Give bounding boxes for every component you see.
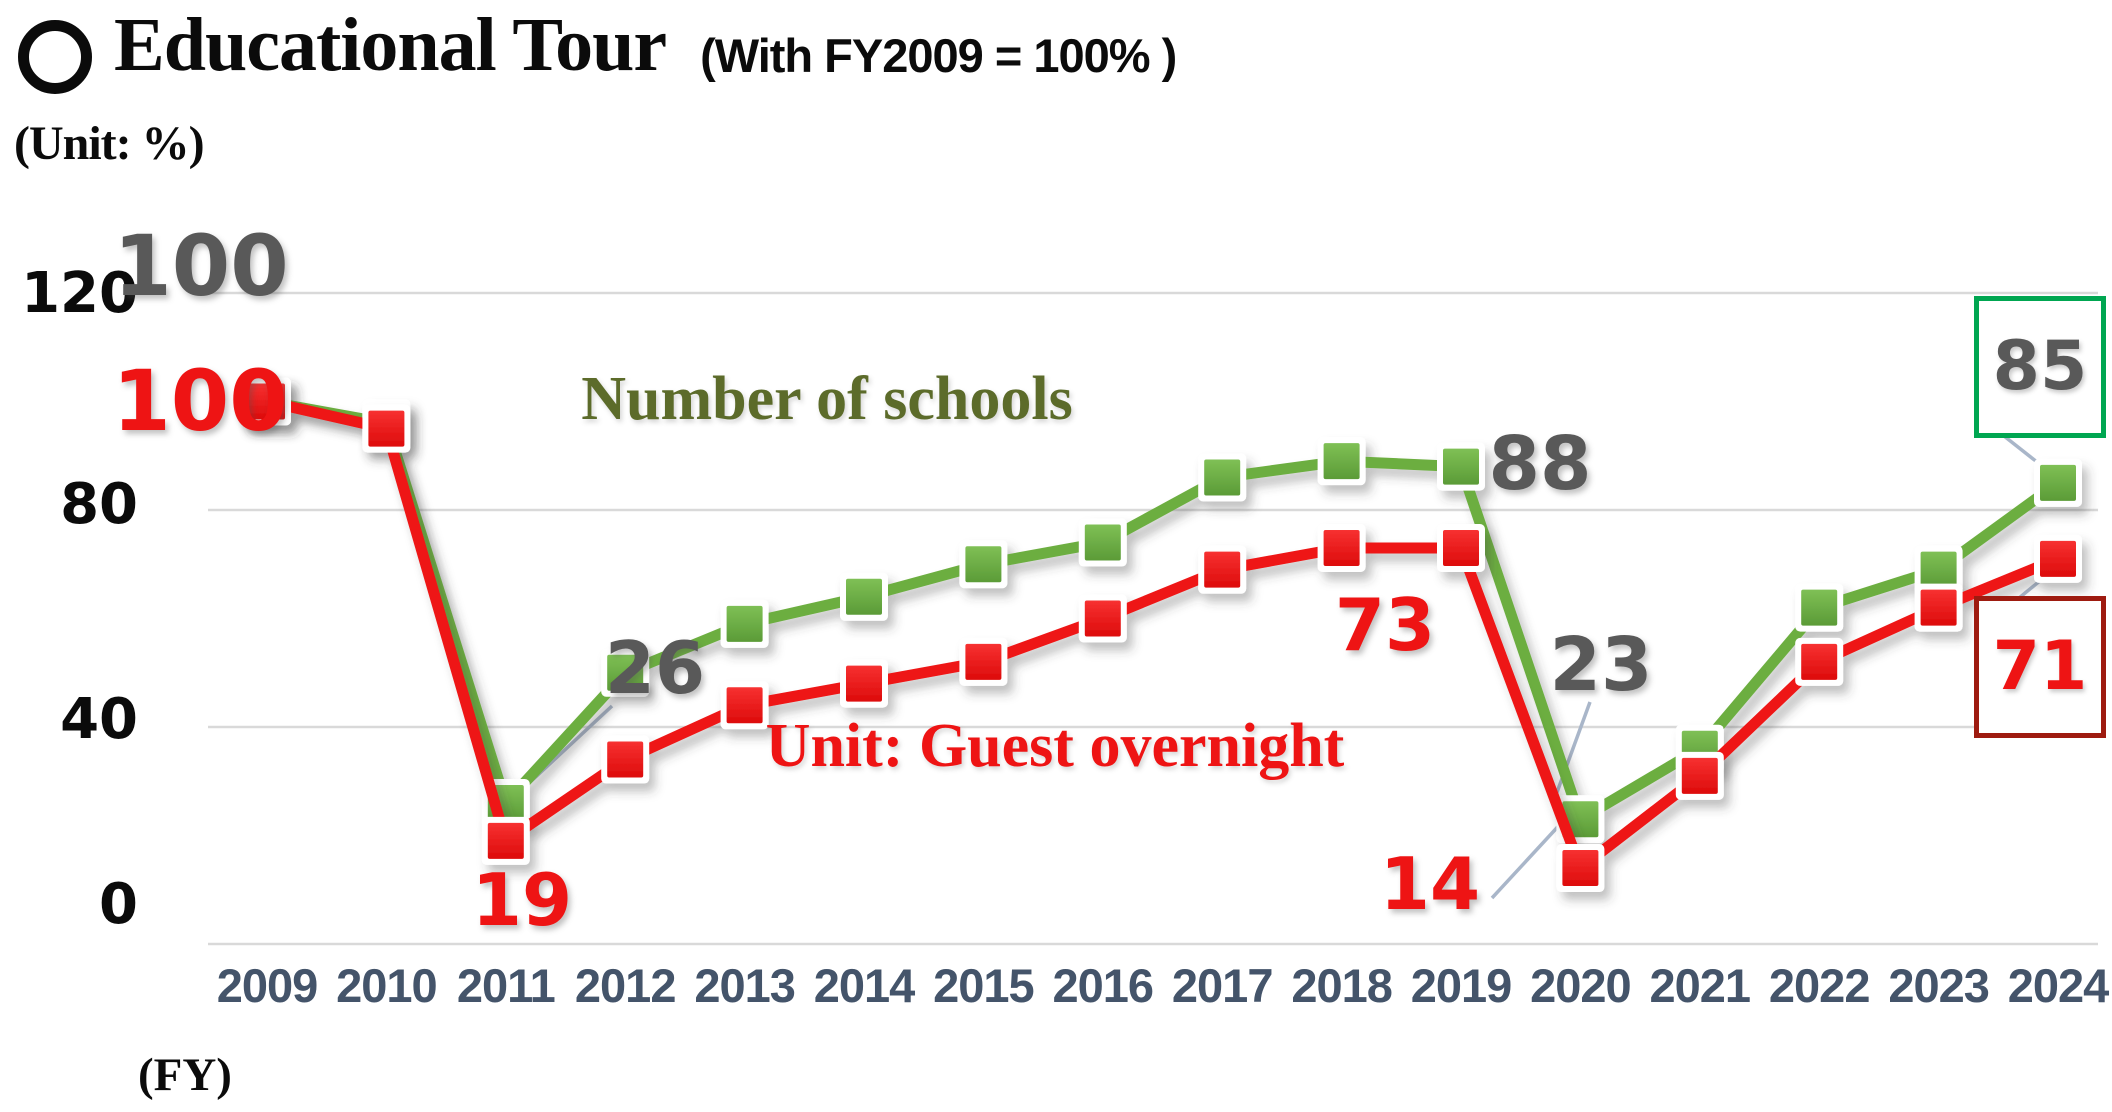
guests-series-marker-2016 [1084,600,1121,637]
x-axis-label-2013: 2013 [694,959,796,1012]
guests-series-marker-2022 [1801,643,1838,680]
guests-series-marker-2020 [1562,850,1599,887]
x-axis-label-2022: 2022 [1768,959,1871,1012]
guests-series-marker-2013 [726,687,763,724]
guests-series-marker-2009 [249,383,285,420]
guests-series-line [261,396,2064,874]
series-label-schools: Number of schools [581,365,1073,433]
x-axis-label-2009: 2009 [216,959,319,1012]
y-axis-label-0: 0 [99,872,138,937]
y-axis-label-120: 120 [21,261,138,326]
x-axis-label-2011: 2011 [456,959,556,1012]
value-label-2020-guests: 14 [1379,842,1481,926]
x-axis-label-2010: 2010 [336,959,438,1012]
schools-series-marker-2014 [846,578,882,615]
x-axis-label-2015: 2015 [933,959,1035,1012]
value-label-2011-guests: 19 [471,858,573,942]
value-label-2009-guests: 100 [112,352,288,450]
guests-series-marker-2011 [487,822,524,859]
x-axis-label-2012: 2012 [574,959,677,1012]
x-axis-label-2023: 2023 [1888,959,1990,1012]
schools-series-marker-2024 [2040,464,2076,501]
schools-series-marker-2015 [965,546,1002,583]
guests-series-marker-2024 [2040,540,2076,577]
schools-series-marker-2022 [1801,589,1838,626]
guests-series [243,377,2082,893]
schools-series-marker-2013 [726,605,763,642]
x-axis-label-2021: 2021 [1649,959,1752,1012]
guests-series-marker-2019 [1443,529,1479,566]
x-axis-label-2018: 2018 [1291,959,1393,1012]
schools-series-marker-2019 [1443,448,1479,485]
page-title: Educational Tour (With FY2009 = 100% ) [18,3,1177,94]
value-label-2024-guests: 71 [1974,596,2106,738]
title-note: (With FY2009 = 100% ) [700,29,1177,82]
value-label-2020-schools: 23 [1549,622,1653,708]
circle-bullet-icon [18,20,92,94]
guests-series-marker-2014 [846,665,882,702]
guests-series-marker-2021 [1681,757,1718,794]
guests-series-marker-2018 [1323,529,1360,566]
x-axis-unit-label: (FY) [138,1049,232,1101]
x-axis-label-2016: 2016 [1052,959,1155,1012]
x-axis-label-2019: 2019 [1410,959,1513,1012]
value-label-2011-schools: 26 [604,626,706,710]
guests-series-marker-2012 [607,741,644,778]
guests-series-marker-2017 [1204,551,1241,588]
schools-series-marker-2016 [1084,524,1121,561]
value-label-2019-schools: 88 [1488,421,1592,507]
title-text: Educational Tour [114,3,667,87]
value-label-2024-schools: 85 [1974,296,2106,438]
value-label-2009-schools: 100 [113,217,289,315]
guests-series-marker-2015 [965,643,1002,680]
value-label-2019-guests: 73 [1334,583,1436,667]
schools-series-marker-2017 [1204,459,1241,496]
series-label-guests: Unit: Guest overnight [765,712,1345,780]
guests-series-marker-2010 [368,410,405,447]
schools-series-marker-2018 [1323,443,1360,480]
x-axis-label-2024: 2024 [2007,959,2110,1012]
unit-note: (Unit: %) [14,117,205,170]
schools-series-marker-2012 [607,654,644,691]
x-axis-label-2014: 2014 [813,959,916,1012]
schools-series-line [261,396,2064,825]
x-axis-label-2020: 2020 [1530,959,1632,1012]
x-axis-label-2017: 2017 [1171,959,1274,1012]
y-axis-label-40: 40 [60,687,138,752]
y-axis-label-80: 80 [60,472,138,537]
schools-series-marker-2023 [1920,551,1957,588]
guests-series-marker-2023 [1920,589,1957,626]
